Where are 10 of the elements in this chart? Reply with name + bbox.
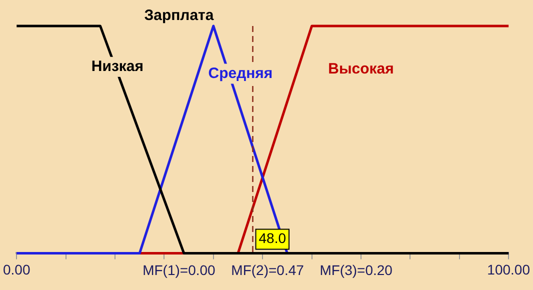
series-label: Высокая [328, 60, 394, 78]
x-tick-label: 100.00 [487, 261, 530, 278]
series-label: Средняя [208, 64, 273, 82]
text: MF(2)=0.47 [231, 262, 304, 278]
text: MF(3)=0.20 [320, 262, 393, 278]
text: MF(1)=0.00 [142, 262, 216, 278]
chart-title: Зарплата [144, 7, 214, 24]
ref-line-label: 48.0 [258, 230, 286, 246]
x-tick-label: 0.00 [3, 261, 30, 278]
series-label: Низкая [91, 58, 144, 76]
